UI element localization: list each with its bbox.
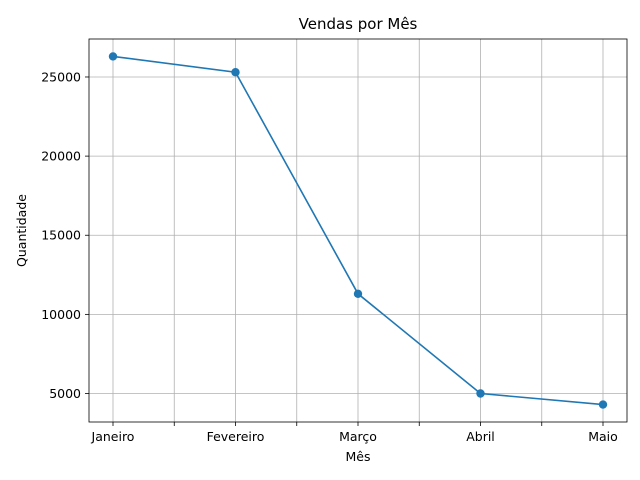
x-tick-label: Maio (588, 429, 618, 444)
plot-frame (88, 38, 628, 423)
y-tick-label: 25000 (41, 69, 81, 84)
series-layer (108, 52, 608, 409)
y-tick-label: 5000 (49, 386, 81, 401)
chart-title: Vendas por Mês (299, 15, 418, 33)
x-tick-label: Abril (466, 429, 495, 444)
data-point (353, 289, 363, 299)
ticks-layer: Janeiro Fevereiro Março Abril Maio 5000 10000 1… (41, 69, 618, 444)
x-axis-label: Mês (346, 449, 371, 464)
data-point (108, 52, 118, 61)
data-point (231, 68, 240, 77)
y-axis-label: Quantidade (14, 194, 29, 267)
grid-layer (89, 39, 627, 422)
x-tick-label: Fevereiro (207, 429, 265, 444)
x-tick-label: Janeiro (91, 429, 135, 444)
data-point (598, 400, 608, 409)
y-tick-label: 20000 (41, 149, 81, 164)
y-tick-label: 15000 (41, 228, 81, 243)
y-tick-label: 10000 (41, 307, 81, 322)
x-tick-label: Março (339, 429, 377, 444)
data-point (476, 389, 485, 398)
